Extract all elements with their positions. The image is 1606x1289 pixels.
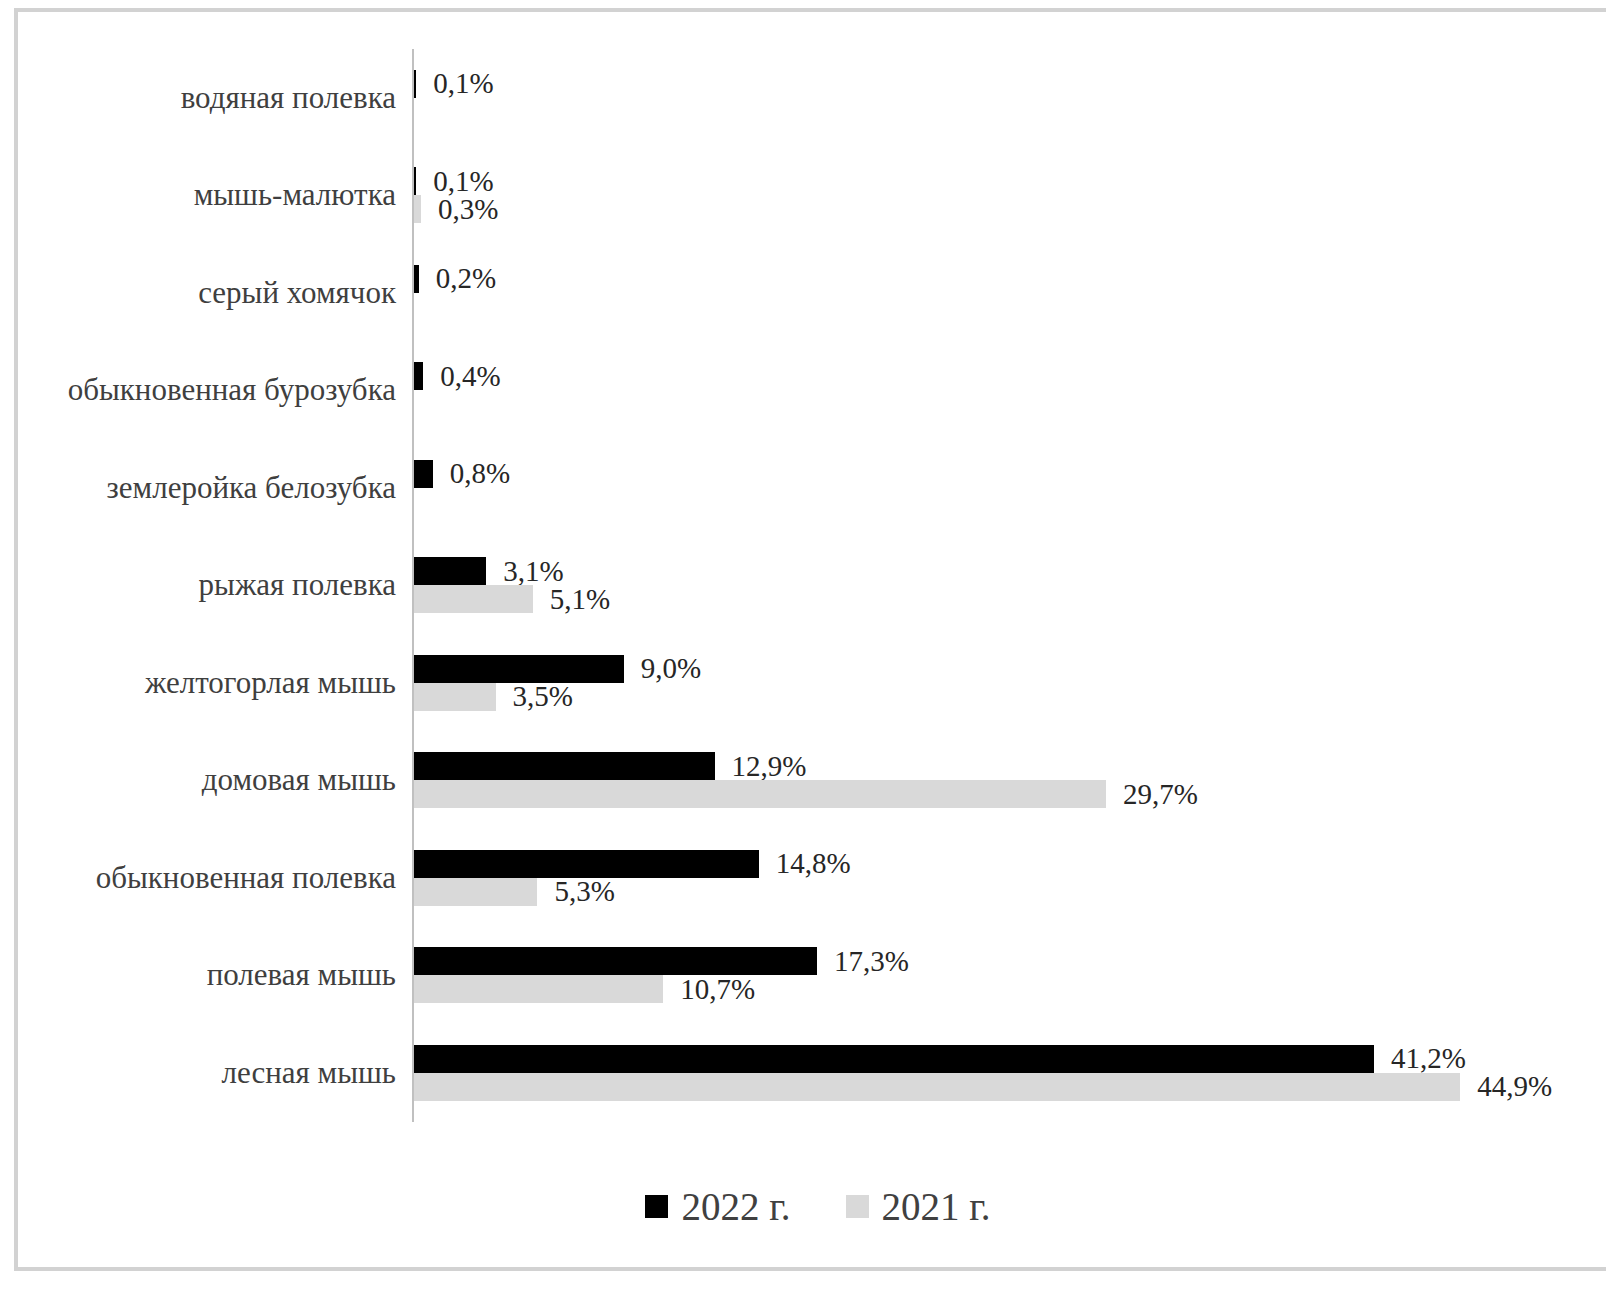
value-label: 0,2% (436, 262, 496, 295)
bar-line-2022: 0,4% (414, 362, 1598, 390)
bar-line-2021 (414, 98, 1598, 126)
bar-2022 (414, 655, 624, 683)
category-label: водяная полевка (18, 80, 412, 116)
bar-line-2022: 0,1% (414, 167, 1598, 195)
legend-label-2021: 2021 г. (882, 1184, 991, 1229)
bar-2022 (414, 167, 416, 195)
bar-group: 41,2% 44,9% (412, 1024, 1598, 1122)
value-label: 0,8% (450, 457, 510, 490)
bar-group: 12,9% 29,7% (412, 732, 1598, 830)
bar-2022 (414, 947, 817, 975)
bar-line-2021 (414, 390, 1598, 418)
chart-row: обыкновенная полевка 14,8% 5,3% (18, 829, 1598, 927)
bar-group: 17,3% 10,7% (412, 927, 1598, 1025)
value-label: 44,9% (1477, 1070, 1552, 1103)
chart-rows: водяная полевка0,1%мышь-малютка0,1%0,3%с… (18, 49, 1598, 1122)
bar-line-2021: 5,3% (414, 878, 1598, 906)
bar-line-2022: 0,1% (414, 70, 1598, 98)
bar-2021 (414, 975, 663, 1003)
bar-group: 0,4% (412, 342, 1598, 440)
value-label: 5,3% (554, 875, 614, 908)
bar-line-2022: 14,8% (414, 850, 1598, 878)
value-label: 3,5% (513, 680, 573, 713)
bar-2021 (414, 683, 496, 711)
chart-row: рыжая полевка3,1%5,1% (18, 537, 1598, 635)
legend-item-2022: 2022 г. (645, 1184, 790, 1229)
value-label: 14,8% (776, 847, 851, 880)
bar-group: 0,1%0,3% (412, 147, 1598, 245)
legend-swatch-2022-icon (645, 1195, 668, 1218)
bar-2022 (414, 850, 759, 878)
bar-line-2021: 29,7% (414, 780, 1598, 808)
bar-group: 0,2% (412, 244, 1598, 342)
bar-2022 (414, 265, 419, 293)
bar-group: 0,1% (412, 49, 1598, 147)
bar-2022 (414, 362, 423, 390)
value-label: 10,7% (680, 973, 755, 1006)
bar-line-2021 (414, 293, 1598, 321)
category-label: обыкновенная бурозубка (18, 372, 412, 408)
bar-line-2021: 3,5% (414, 683, 1598, 711)
bar-line-2022: 12,9% (414, 752, 1598, 780)
bar-2022 (414, 70, 416, 98)
bar-line-2021: 0,3% (414, 195, 1598, 223)
bar-line-2021 (414, 488, 1598, 516)
category-label: лесная мышь (18, 1055, 412, 1091)
chart-row: мышь-малютка0,1%0,3% (18, 147, 1598, 245)
bar-2021 (414, 878, 537, 906)
bar-2022 (414, 752, 715, 780)
bar-2022 (414, 1045, 1374, 1073)
category-label: землеройка белозубка (18, 470, 412, 506)
bar-line-2021: 10,7% (414, 975, 1598, 1003)
value-label: 12,9% (732, 750, 807, 783)
bar-line-2022: 0,2% (414, 265, 1598, 293)
legend-label-2022: 2022 г. (681, 1184, 790, 1229)
value-label: 9,0% (641, 652, 701, 685)
bar-line-2022: 3,1% (414, 557, 1598, 585)
chart-row: домовая мышь 12,9% 29,7% (18, 732, 1598, 830)
chart-row: водяная полевка 0,1% (18, 49, 1598, 147)
legend-swatch-2021-icon (846, 1195, 869, 1218)
category-label: домовая мышь (18, 762, 412, 798)
bar-2022 (414, 460, 433, 488)
category-label: желтогорлая мышь (18, 665, 412, 701)
chart-row: серый хомячок 0,2% (18, 244, 1598, 342)
category-label: рыжая полевка (18, 567, 412, 603)
bar-2021 (414, 585, 533, 613)
legend-item-2021: 2021 г. (846, 1184, 991, 1229)
bar-2022 (414, 557, 486, 585)
value-label: 41,2% (1391, 1042, 1466, 1075)
chart-row: лесная мышь 41,2% 44,9% (18, 1024, 1598, 1122)
bar-group: 0,8% (412, 439, 1598, 537)
bar-line-2021: 44,9% (414, 1073, 1598, 1101)
value-label: 5,1% (550, 583, 610, 616)
category-label: мышь-малютка (18, 177, 412, 213)
chart-row: полевая мышь 17,3% 10,7% (18, 927, 1598, 1025)
category-label: обыкновенная полевка (18, 860, 412, 896)
bar-group: 9,0% 3,5% (412, 634, 1598, 732)
bar-line-2022: 9,0% (414, 655, 1598, 683)
value-label: 29,7% (1123, 778, 1198, 811)
bar-line-2021: 5,1% (414, 585, 1598, 613)
category-label: серый хомячок (18, 275, 412, 311)
value-label: 0,3% (438, 193, 498, 226)
chart-row: землеройка белозубка 0,8% (18, 439, 1598, 537)
bar-2021 (414, 780, 1106, 808)
bar-2021 (414, 195, 421, 223)
category-label: полевая мышь (18, 957, 412, 993)
chart-legend: 2022 г. 2021 г. (18, 1184, 1606, 1229)
bar-2021 (414, 1073, 1460, 1101)
bar-group: 14,8% 5,3% (412, 829, 1598, 927)
bar-line-2022: 17,3% (414, 947, 1598, 975)
bar-line-2022: 0,8% (414, 460, 1598, 488)
bar-line-2022: 41,2% (414, 1045, 1598, 1073)
chart-frame: водяная полевка0,1%мышь-малютка0,1%0,3%с… (14, 8, 1606, 1271)
value-label: 0,4% (440, 360, 500, 393)
bar-group: 3,1%5,1% (412, 537, 1598, 635)
value-label: 17,3% (834, 945, 909, 978)
chart-row: желтогорлая мышь 9,0% 3,5% (18, 634, 1598, 732)
chart-row: обыкновенная бурозубка 0,4% (18, 342, 1598, 440)
value-label: 0,1% (433, 67, 493, 100)
